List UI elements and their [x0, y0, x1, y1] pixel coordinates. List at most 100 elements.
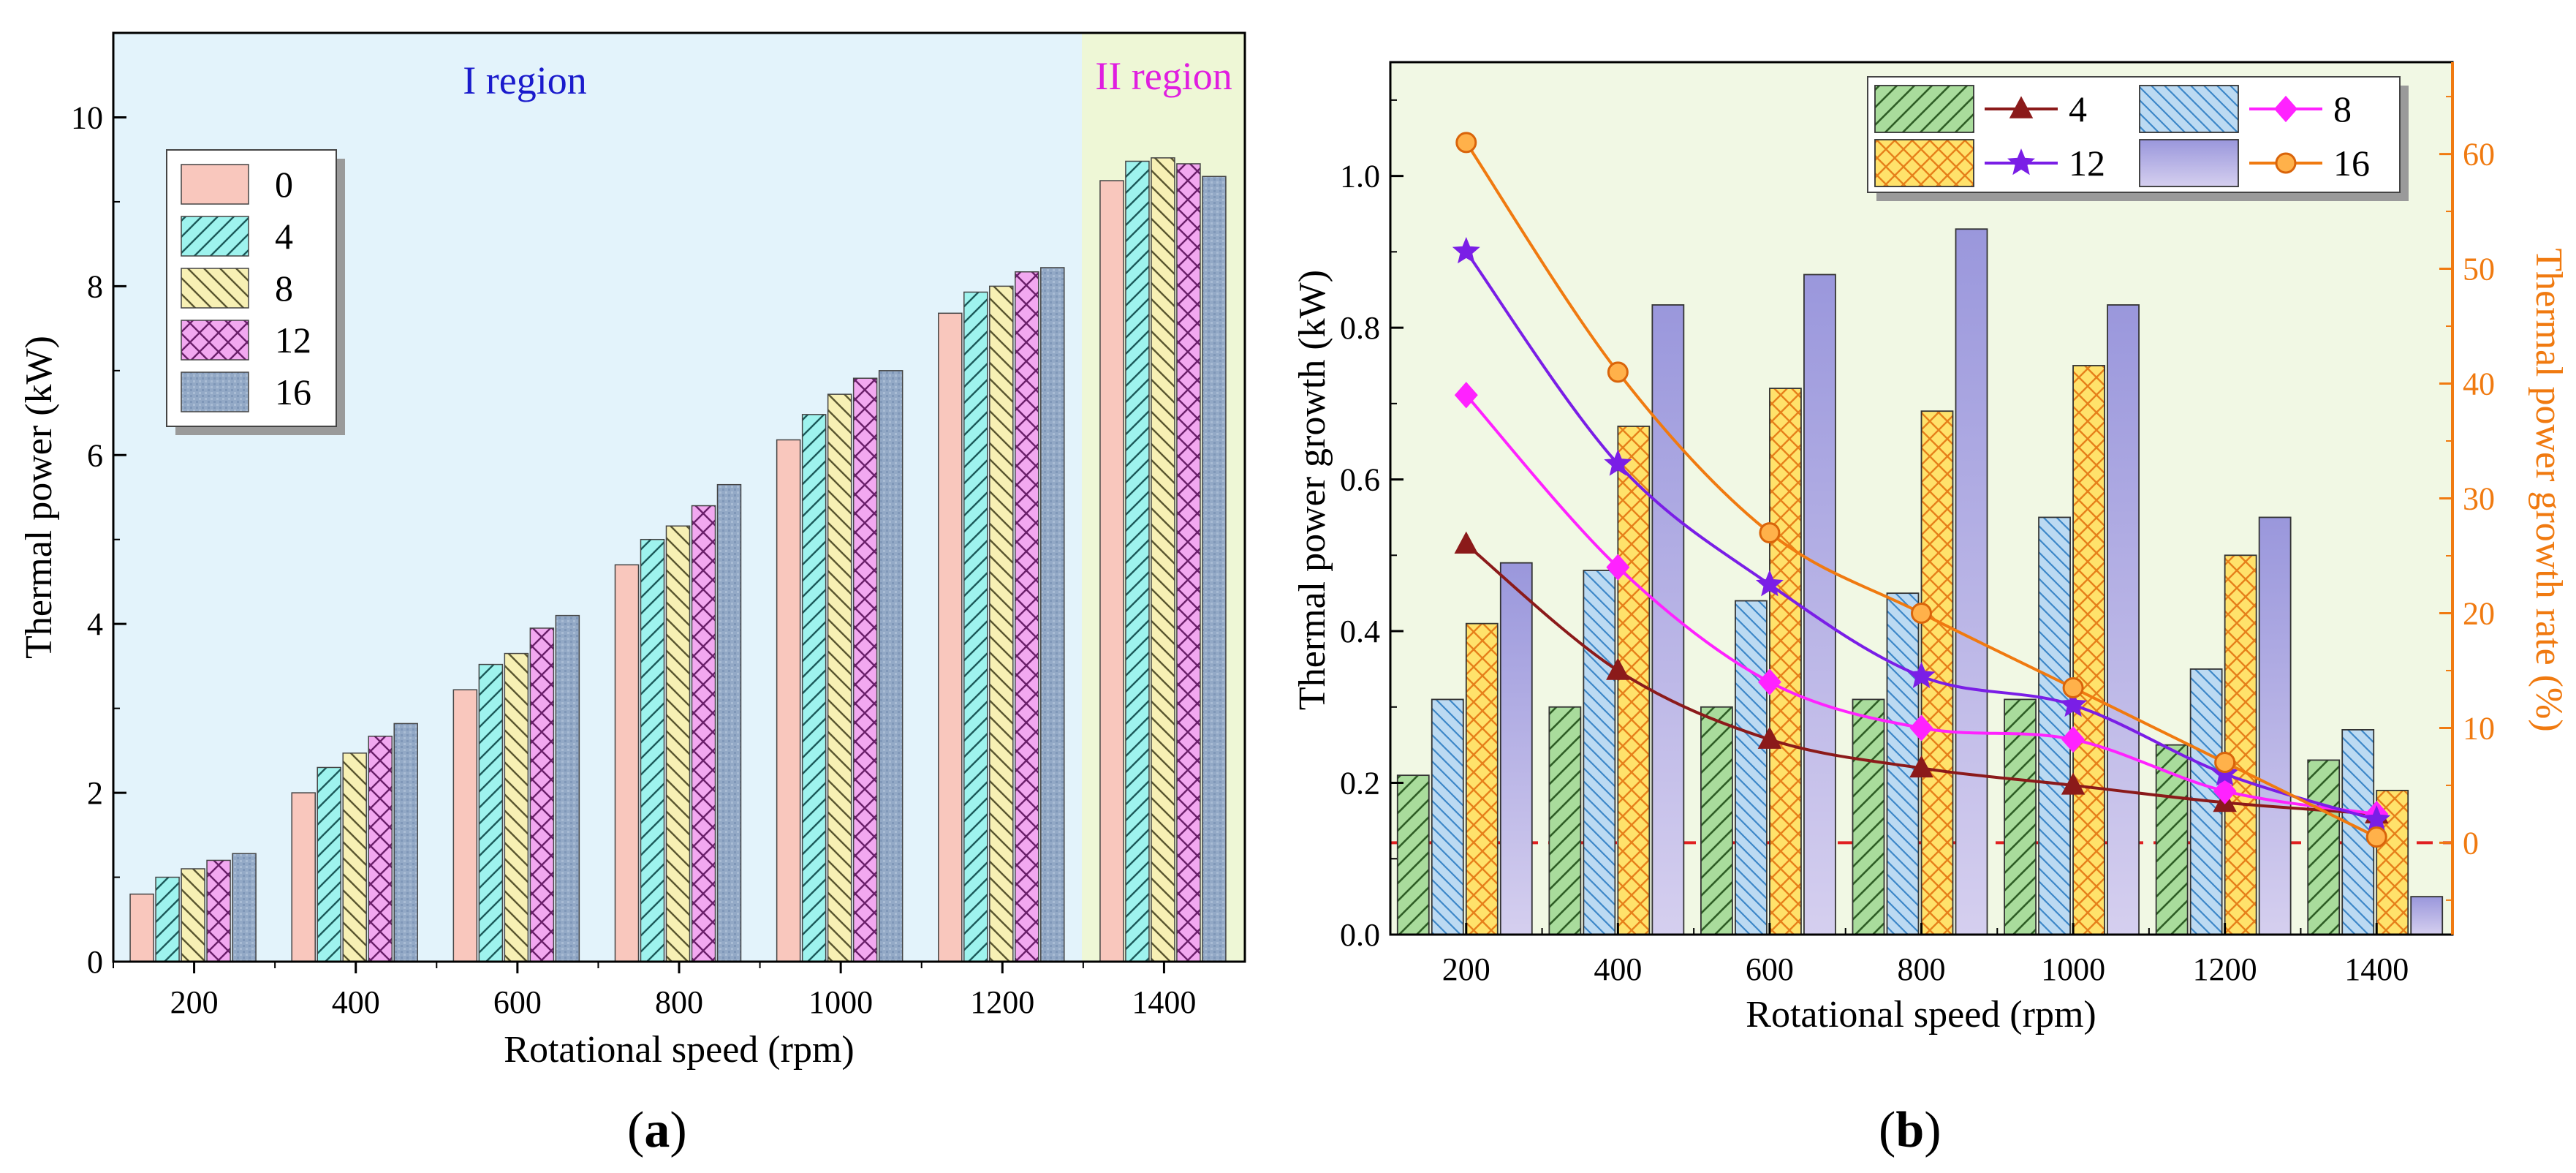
marker-b-8-1200 [2213, 777, 2237, 804]
bar-b-16-1200 [2258, 516, 2292, 935]
bar-a-8-800 [665, 525, 691, 962]
x-tick-label-a: 600 [493, 984, 542, 1020]
bar-a-16-1400 [1202, 176, 1227, 962]
bar-a-0-1000 [776, 439, 801, 962]
bar-b-16-1400 [2410, 896, 2444, 935]
axes-a: 0 2 4 6 8 10 200 400 600 800 1000 1200 1400 [71, 99, 1196, 1020]
marker-b-8-400 [1606, 554, 1630, 581]
y-tick-label-a: 4 [87, 606, 103, 642]
bar-a-8-200 [181, 868, 205, 962]
bar-a-12-800 [691, 505, 716, 962]
legend-a-swatch-16 [181, 371, 249, 412]
x-axis-label-a: Rotational speed (rpm) [504, 1029, 854, 1071]
marker-b-12-1400 [2363, 805, 2391, 832]
bar-b-12-1200 [2224, 554, 2257, 935]
bar-b-12-200 [1465, 622, 1499, 935]
y-tick-label-a: 6 [87, 437, 103, 473]
marker-b-4-200 [1454, 531, 1479, 554]
bar-a-4-200 [155, 876, 180, 962]
bar-a-0-600 [452, 689, 478, 962]
bar-a-8-600 [504, 652, 529, 962]
bar-a-4-1000 [801, 414, 827, 962]
bar-a-0-1400 [1099, 180, 1124, 962]
bar-b-4-400 [1548, 706, 1582, 935]
x-tick-label-b: 1400 [2344, 951, 2409, 987]
bar-b-8-200 [1431, 698, 1464, 935]
bar-a-16-1200 [1040, 267, 1065, 962]
bar-a-12-1200 [1015, 271, 1039, 962]
bar-b-4-200 [1396, 774, 1430, 935]
bar-a-8-1200 [989, 285, 1014, 962]
bar-b-4-800 [1852, 698, 1885, 935]
marker-b-16-400 [1607, 361, 1629, 383]
legend-a: 0 4 8 12 16 [166, 149, 345, 435]
region-i-label: I region [463, 59, 586, 102]
legend-a-swatch-4 [181, 216, 249, 257]
bar-a-0-800 [614, 564, 640, 962]
marker-b-12-200 [1452, 237, 1480, 264]
marker-b-12-800 [1907, 661, 1936, 689]
x-axis-label-b: Rotational speed (rpm) [1746, 994, 2096, 1036]
legend-b-marker-8 [2273, 95, 2298, 123]
bar-b-16-600 [1803, 274, 1836, 935]
legend-b-marker-4 [2009, 96, 2034, 118]
legend-a-label-0: 0 [275, 164, 293, 205]
marker-b-8-800 [1909, 714, 1933, 742]
bar-a-12-400 [368, 735, 393, 962]
marker-b-12-400 [1604, 449, 1632, 476]
y-tick-label-b: 0.2 [1340, 766, 1380, 802]
x-tick-label-b: 1000 [2041, 951, 2105, 987]
y-tick-label-a: 8 [87, 268, 103, 304]
y-tick-label-a: 0 [87, 944, 103, 980]
legend-a-swatch-0 [181, 164, 249, 205]
bar-a-16-200 [232, 853, 257, 962]
bar-b-4-1000 [2004, 698, 2037, 935]
marker-b-8-600 [1757, 668, 1781, 695]
legend-b-marker-16 [2275, 152, 2297, 174]
y-tick-label-b: 0.6 [1340, 462, 1380, 498]
y-tick-label-a: 2 [87, 775, 103, 811]
x-tick-label-a: 800 [655, 984, 703, 1020]
bar-a-12-1400 [1176, 163, 1201, 962]
bars-a [129, 157, 1227, 962]
bar-a-8-400 [342, 753, 367, 962]
marker-b-8-200 [1454, 382, 1478, 409]
legend-b-marker-12 [2007, 148, 2035, 176]
bar-b-8-600 [1735, 600, 1768, 935]
x-tick-label-a: 1200 [970, 984, 1034, 1020]
y-tick-label-a: 10 [71, 99, 103, 135]
y2-tick-label-b: 30 [2463, 481, 2495, 517]
bar-a-0-400 [291, 792, 316, 962]
marker-b-16-1400 [2365, 826, 2387, 848]
x-tick-label-b: 1200 [2193, 951, 2257, 987]
marker-b-4-600 [1757, 726, 1782, 749]
marker-b-12-600 [1755, 570, 1784, 597]
bar-b-12-1000 [2072, 365, 2105, 935]
marker-b-16-1000 [2062, 677, 2084, 699]
legend-b-bar-swatch-16 [2139, 139, 2239, 187]
y-tick-label-b: 0.4 [1340, 614, 1380, 649]
panel-label-b: (b) [1879, 1102, 1942, 1158]
marker-b-12-1000 [2059, 690, 2088, 717]
y-tick-label-b: 1.0 [1340, 159, 1380, 195]
marker-b-4-400 [1606, 657, 1630, 680]
legend-b-label-8: 8 [2333, 88, 2352, 129]
bar-a-16-400 [393, 723, 418, 962]
legend-b-bar-swatch-8 [2139, 85, 2239, 133]
legend-a-label-4: 4 [275, 216, 293, 257]
x-tick-label-b: 800 [1898, 951, 1946, 987]
x-tick-label-b: 600 [1746, 951, 1794, 987]
bar-b-16-1000 [2107, 304, 2140, 935]
bar-b-12-600 [1769, 388, 1802, 935]
legend-a-label-8: 8 [275, 268, 293, 309]
y2-tick-label-b: 40 [2463, 366, 2495, 402]
y-axis-label-a: Thermal power (kW) [18, 336, 60, 659]
legend-a-label-12: 12 [275, 320, 311, 361]
bar-b-16-200 [1499, 562, 1533, 935]
bar-a-16-600 [555, 614, 580, 962]
x-tick-label-a: 200 [170, 984, 219, 1020]
panel-a: I region II region 0 2 4 6 8 10 200 400 600 800 10… [18, 31, 1246, 1158]
bar-b-8-400 [1583, 570, 1616, 935]
y2-tick-label-b: 10 [2463, 710, 2495, 746]
